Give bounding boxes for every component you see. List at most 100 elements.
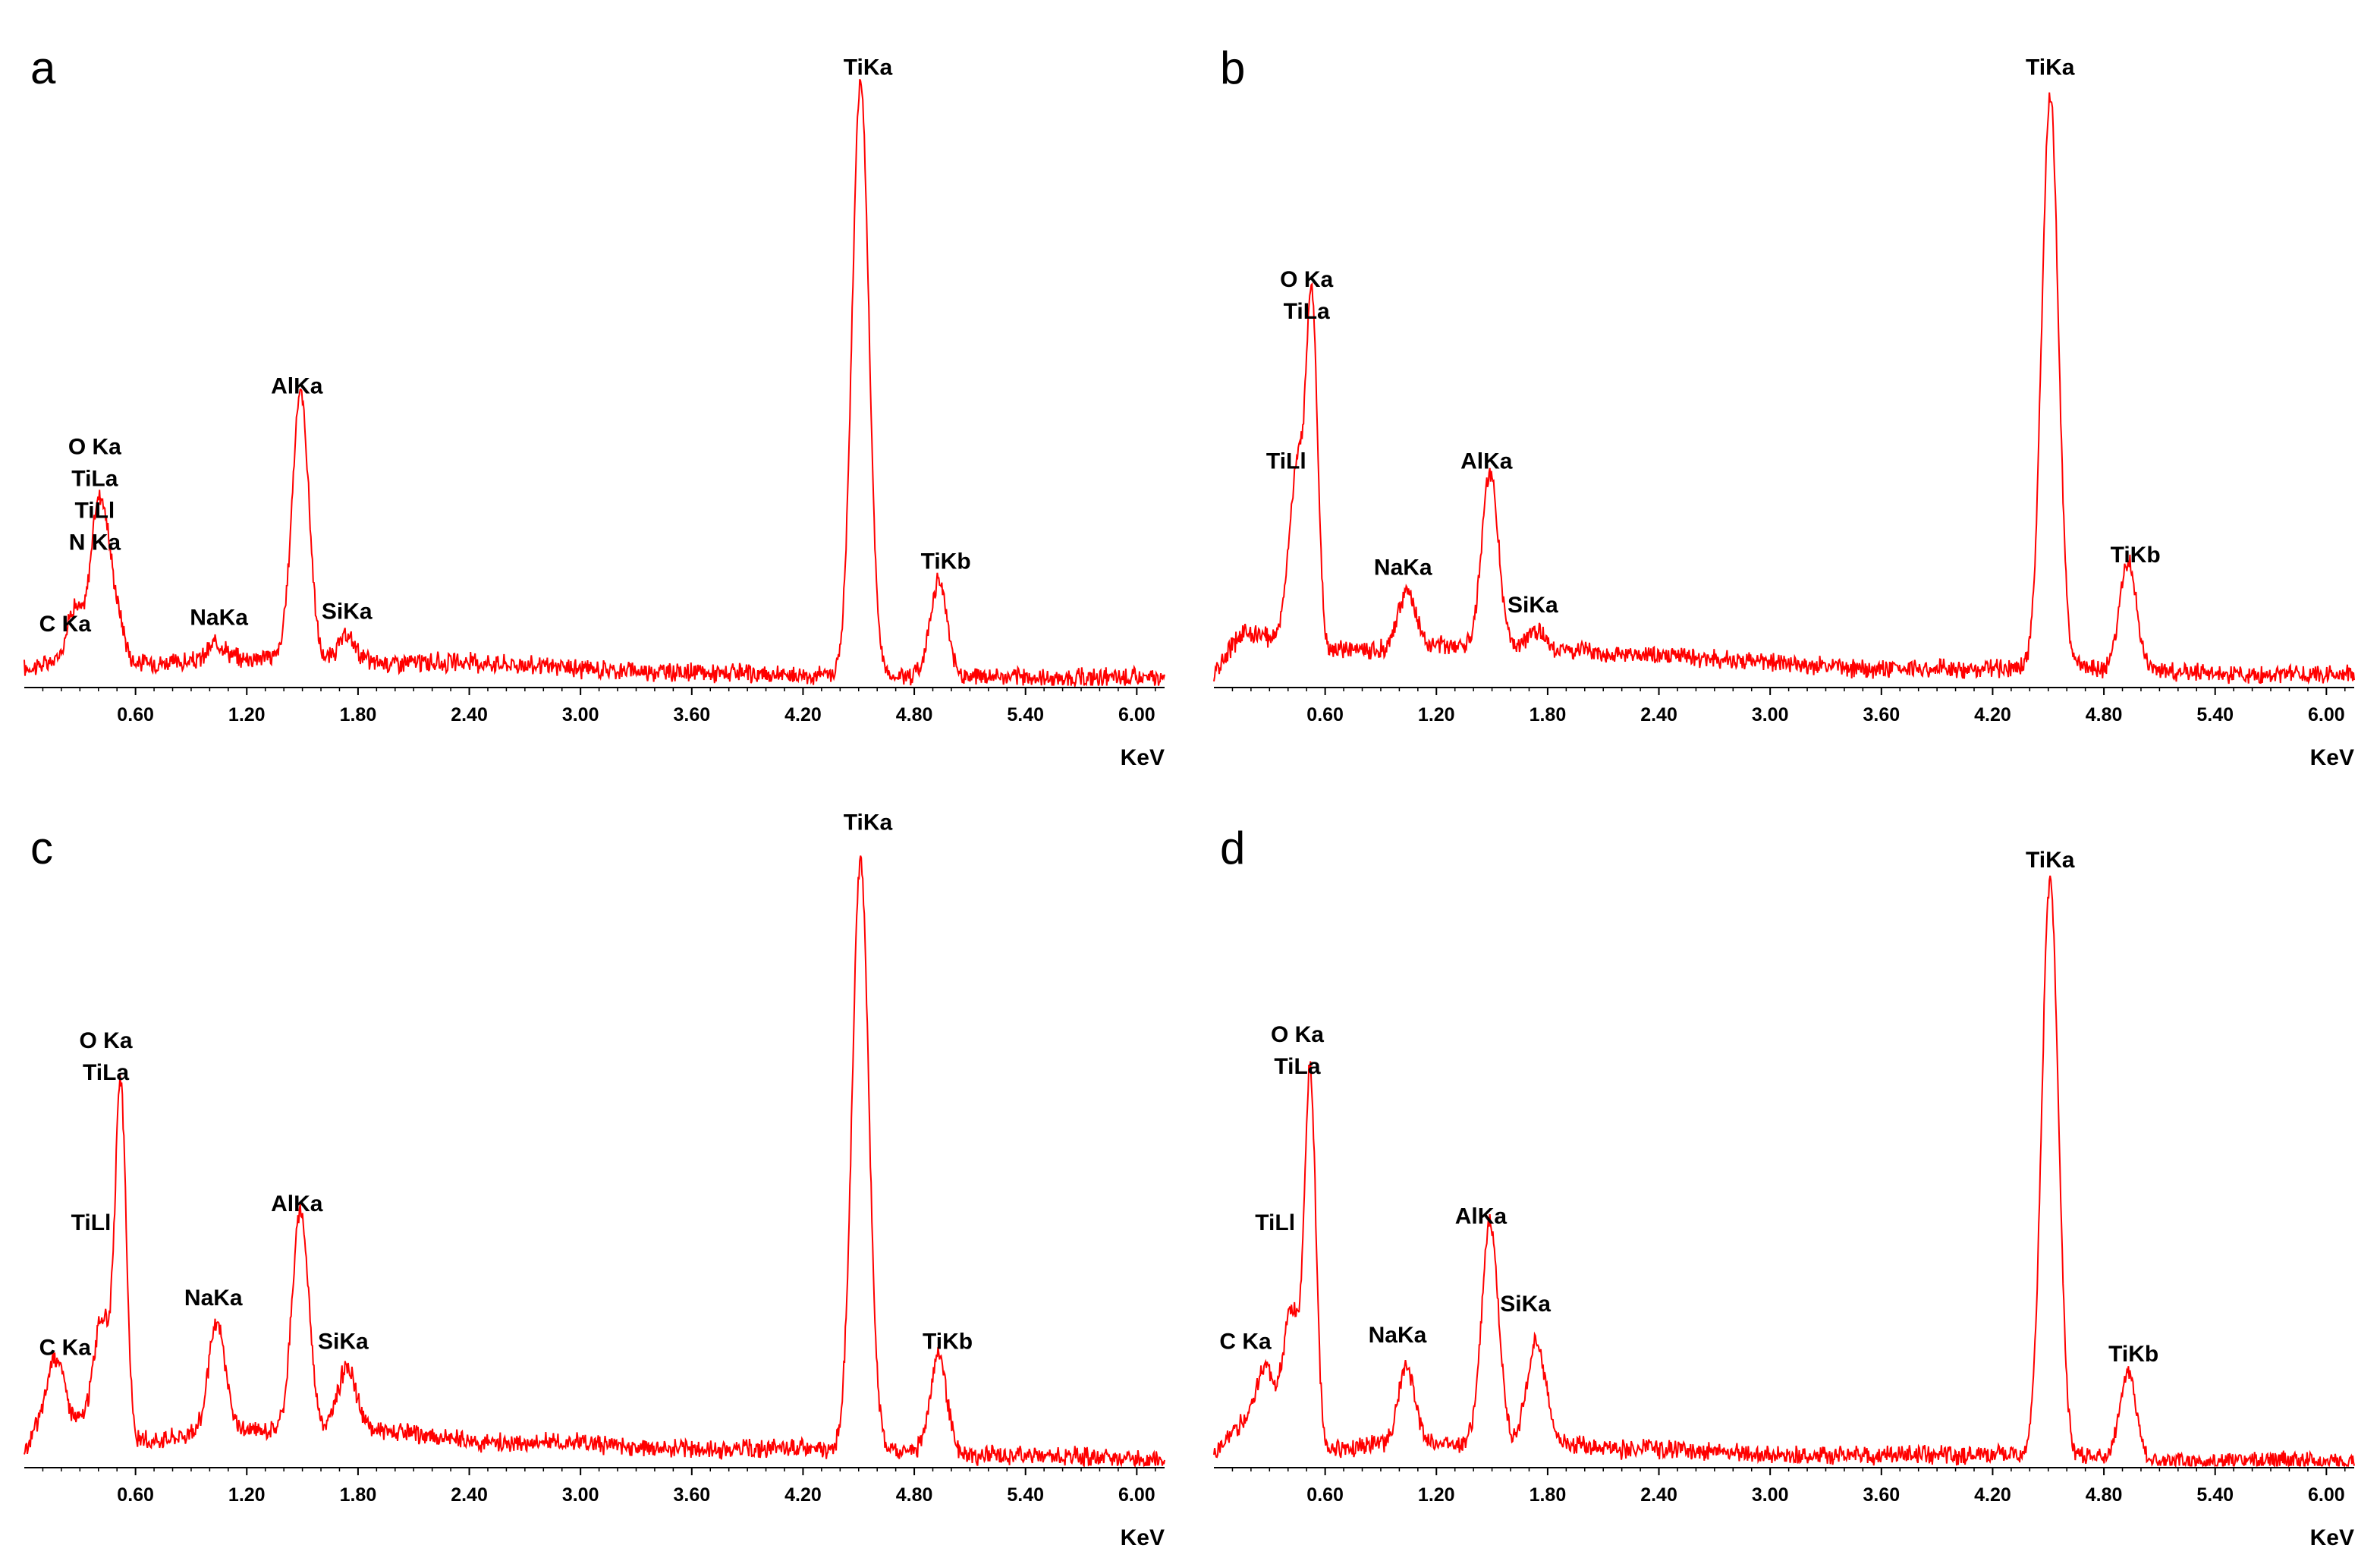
peak-label-line: TiLl	[1266, 449, 1306, 474]
peak-label-line: TiLa	[71, 467, 118, 492]
peak-label-line: TiKb	[921, 549, 971, 574]
x-tick-label: 1.80	[1530, 1484, 1567, 1506]
peak-label-line: AlKa	[1460, 449, 1513, 474]
peak-label: NaKa	[184, 1286, 243, 1311]
peak-label: TiKb	[2108, 1342, 2158, 1367]
peak-label-line: O Ka	[1280, 267, 1333, 292]
spectrum-panel-d: d 0.60 1.20 1.80 2.40 3.00 3.60 4.20 4.80 5.40 6.0…	[1213, 823, 2355, 1550]
x-tick-label: 0.60	[1306, 1484, 1344, 1506]
peak-label: AlKa	[271, 374, 323, 399]
peak-label: AlKa	[1460, 449, 1513, 474]
panel-label: a	[30, 42, 56, 93]
x-tick-label: 5.40	[2196, 1484, 2234, 1506]
x-tick-label: 1.20	[228, 704, 266, 725]
x-tick-label: 1.80	[340, 1484, 377, 1506]
peak-label: SiKa	[1508, 593, 1558, 618]
peak-label-line: TiKa	[844, 55, 893, 80]
peak-label: SiKa	[1500, 1292, 1551, 1317]
peak-label-line: NaKa	[190, 606, 248, 631]
x-tick-label: 1.80	[340, 704, 377, 725]
x-tick-label: 0.60	[117, 1484, 154, 1506]
peak-label: TiKb	[2111, 543, 2161, 568]
spectrum-line	[24, 78, 1165, 689]
x-tick-label: 4.80	[2086, 1484, 2123, 1506]
x-tick-label: 2.40	[451, 1484, 488, 1506]
x-axis-unit: KeV	[1121, 1525, 1165, 1550]
x-tick-label: 1.20	[1418, 704, 1455, 725]
peak-label-line: TiKa	[2026, 848, 2075, 873]
peak-label: O Ka TiLa	[80, 1028, 133, 1085]
peak-label-line: NaKa	[184, 1286, 243, 1311]
peak-label-line: AlKa	[1455, 1204, 1508, 1229]
x-tick-label: 3.00	[562, 704, 599, 725]
panel-label: d	[1220, 823, 1245, 873]
x-tick-label: 5.40	[2196, 704, 2234, 725]
x-axis-unit: KeV	[2310, 745, 2354, 770]
spectrum-panel-c: c 0.60 1.20 1.80 2.40 3.00 3.60 4.20 4.80 5.40 6.0…	[24, 810, 1165, 1550]
x-tick-label: 0.60	[1306, 704, 1344, 725]
peak-label: TiKa	[844, 810, 893, 836]
peak-label-line: SiKa	[318, 1329, 369, 1354]
peak-label-line: C Ka	[39, 1336, 92, 1361]
panel-label: b	[1220, 42, 1245, 93]
peak-label: TiLl	[1266, 449, 1306, 474]
peak-label-line: TiLl	[74, 499, 115, 524]
spectrum-line	[1213, 875, 2355, 1468]
peak-label: TiKa	[2026, 55, 2075, 80]
peak-label-line: SiKa	[1508, 593, 1558, 618]
x-tick-label: 4.20	[1974, 1484, 2011, 1506]
peak-label-line: C Ka	[39, 612, 92, 637]
peak-label-line: TiLa	[1284, 299, 1330, 324]
x-tick-label: 4.80	[896, 704, 933, 725]
x-tick-label: 2.40	[1640, 704, 1677, 725]
peak-label-line: SiKa	[1500, 1292, 1551, 1317]
peak-label-line: TiKb	[2111, 543, 2161, 568]
spectrum-line	[24, 855, 1165, 1468]
peak-label-line: TiKb	[2108, 1342, 2158, 1367]
x-tick-label: 1.80	[1530, 704, 1567, 725]
peak-label-line: C Ka	[1219, 1329, 1272, 1354]
x-tick-label: 4.20	[1974, 704, 2011, 725]
x-tick-label: 5.40	[1007, 704, 1044, 725]
x-tick-label: 6.00	[2308, 1484, 2345, 1506]
peak-label: NaKa	[1374, 555, 1432, 581]
x-tick-label: 3.60	[673, 1484, 710, 1506]
spectrum-panel-a: a 0.60 1.20 1.80 2.40 3.00 3.60 4.20 4.80 5.40 6.0…	[24, 42, 1165, 770]
x-tick-label: 5.40	[1007, 1484, 1044, 1506]
peak-label: TiLl	[1255, 1210, 1295, 1235]
peak-label: AlKa	[271, 1191, 323, 1216]
x-tick-label: 6.00	[1118, 704, 1155, 725]
peak-label-line: TiKa	[844, 810, 893, 836]
peak-label: TiKa	[844, 55, 893, 80]
peak-label-line: O Ka	[80, 1028, 133, 1053]
x-tick-label: 4.20	[784, 1484, 822, 1506]
x-tick-label: 6.00	[1118, 1484, 1155, 1506]
peak-label-line: TiKa	[2026, 55, 2075, 80]
x-tick-label: 6.00	[2308, 704, 2345, 725]
spectrum-line	[1213, 92, 2355, 685]
peak-label-line: O Ka	[68, 435, 121, 460]
peak-label-line: TiLl	[1255, 1210, 1295, 1235]
peak-label: TiKb	[921, 549, 971, 574]
x-tick-label: 2.40	[1640, 1484, 1677, 1506]
peak-label-line: AlKa	[271, 1191, 323, 1216]
peak-label-line: TiKb	[923, 1329, 973, 1354]
peak-label-line: TiLa	[1274, 1054, 1320, 1079]
peak-label-line: O Ka	[1271, 1022, 1324, 1047]
peak-label-line: NaKa	[1374, 555, 1432, 581]
x-tick-label: 3.60	[1863, 704, 1900, 725]
peak-label: AlKa	[1455, 1204, 1508, 1229]
peak-label: TiKb	[923, 1329, 973, 1354]
peak-label-line: TiLa	[83, 1060, 129, 1085]
panel-label: c	[30, 823, 53, 873]
peak-label: C Ka	[39, 612, 92, 637]
x-tick-label: 3.60	[673, 704, 710, 725]
peak-label: TiKa	[2026, 848, 2075, 873]
x-tick-label: 3.00	[1752, 704, 1789, 725]
peak-label: NaKa	[190, 606, 248, 631]
peak-label: O Ka TiLa	[1280, 267, 1333, 324]
x-tick-label: 1.20	[228, 1484, 266, 1506]
peak-label: C Ka	[39, 1336, 92, 1361]
x-tick-label: 0.60	[117, 704, 154, 725]
